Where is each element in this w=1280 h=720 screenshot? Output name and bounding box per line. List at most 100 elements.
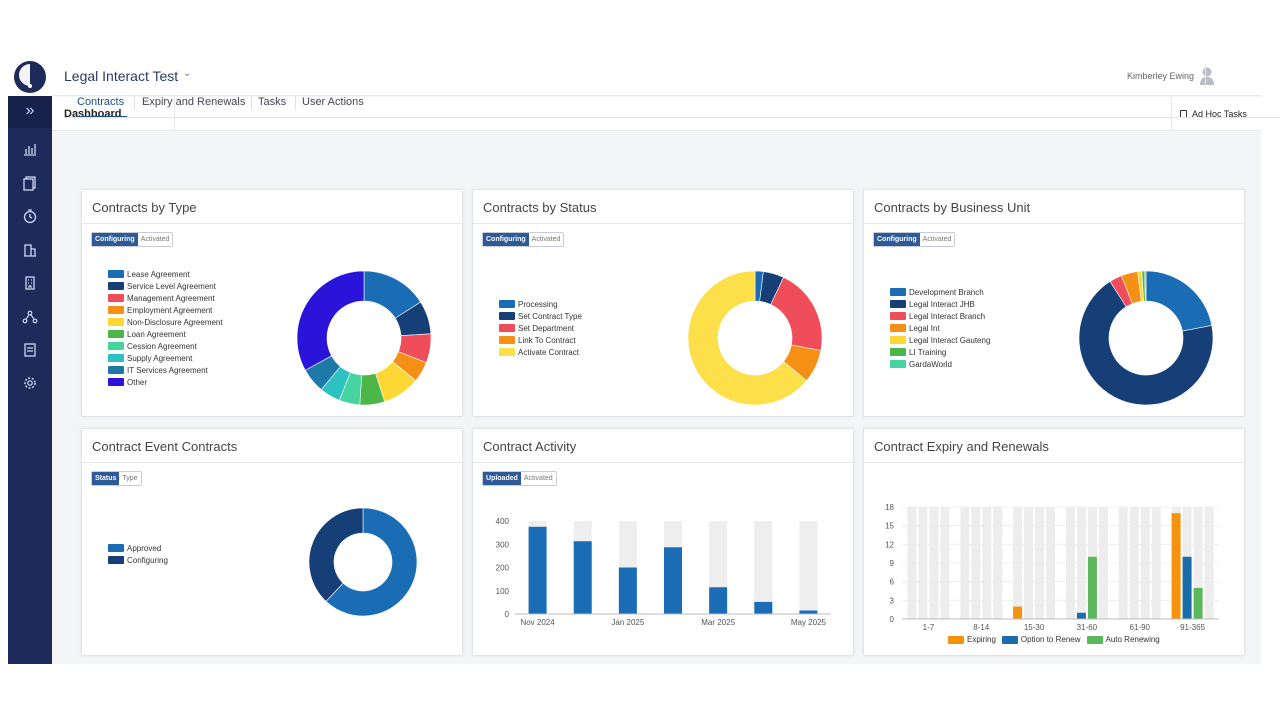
donut-slice-gardaworld[interactable] <box>1144 270 1147 302</box>
legend-item-auto-renewing[interactable]: Auto Renewing <box>1086 635 1160 644</box>
sidebar-expand-button[interactable]: » <box>8 96 52 128</box>
tab-expiry-and-renewals[interactable]: Expiry and Renewals <box>142 96 246 108</box>
legend-item-processing[interactable]: Processing <box>499 298 582 310</box>
legend-item-approved[interactable]: Approved <box>108 542 168 554</box>
clock-icon[interactable] <box>21 207 39 225</box>
bar-background <box>907 507 917 619</box>
legend-item-activate-contract[interactable]: Activate Contract <box>499 346 582 358</box>
legend-item-legal-interact-jhb[interactable]: Legal Interact JHB <box>890 298 990 310</box>
legend-item-set-department[interactable]: Set Department <box>499 322 582 334</box>
bar-nov-2024[interactable] <box>528 526 547 614</box>
legend-item-configuring[interactable]: Configuring <box>108 554 168 566</box>
donut-slice-legal-interact-jhb[interactable] <box>1078 281 1214 406</box>
legend-item-service-level-agreement[interactable]: Service Level Agreement <box>108 280 223 292</box>
card-title: Contracts by Status <box>483 200 597 215</box>
legend-swatch <box>1001 635 1018 644</box>
x-tick-label: Jan 2025 <box>611 618 644 627</box>
legend-item-cession-agreement[interactable]: Cession Agreement <box>108 340 223 352</box>
toggle-configuring[interactable]: Configuring <box>874 233 920 246</box>
legend-item-legal-interact-gauteng[interactable]: Legal Interact Gauteng <box>890 334 990 346</box>
legend-item-non-disclosure-agreement[interactable]: Non-Disclosure Agreement <box>108 316 223 328</box>
legend-swatch <box>108 282 124 290</box>
bar-feb-2025[interactable] <box>664 547 682 614</box>
legend-item-option-to-renew[interactable]: Option to Renew <box>1001 635 1081 644</box>
donut-chart <box>308 507 418 617</box>
donut-slice-approved[interactable] <box>325 507 418 617</box>
bar-mar-2025[interactable] <box>709 587 728 614</box>
legend-item-expiring[interactable]: Expiring <box>948 635 996 644</box>
bar-jan-2025[interactable] <box>618 567 637 615</box>
donut-slice-development-branch[interactable] <box>1145 270 1213 332</box>
legend-swatch <box>890 288 906 296</box>
tab-tasks[interactable]: Tasks <box>258 96 287 108</box>
logo[interactable] <box>8 56 52 96</box>
x-tick-label: May 2025 <box>791 618 827 627</box>
chevron-down-icon[interactable]: ⌄ <box>183 68 192 79</box>
legend-item-other[interactable]: Other <box>108 376 223 388</box>
bar-option-to-renew-91-365[interactable] <box>1182 556 1192 619</box>
legend-item-li-training[interactable]: LI Training <box>890 346 990 358</box>
contract-expiry-renewals-card: Contract Expiry and Renewals 0 3 6 9 12 15 18 1… <box>863 428 1245 656</box>
donut-slice-activate-contract[interactable] <box>687 270 808 406</box>
legend-item-loan-agreement[interactable]: Loan Agreement <box>108 328 223 340</box>
toggle-configuring[interactable]: Configuring <box>483 233 529 246</box>
toggle-type[interactable]: Type <box>122 475 138 482</box>
bar-option-to-renew-31-60[interactable] <box>1076 612 1086 619</box>
logo-icon <box>14 61 46 93</box>
legend-item-lease-agreement[interactable]: Lease Agreement <box>108 268 223 280</box>
bar-background <box>1076 507 1086 619</box>
divider <box>295 96 296 110</box>
avatar[interactable] <box>1199 66 1215 86</box>
toggle-configuring[interactable]: Configuring <box>92 233 138 246</box>
toggle-activated[interactable]: Activated <box>140 236 170 243</box>
legend-label: Approved <box>127 543 162 553</box>
x-tick-label: 61-90 <box>1130 623 1151 632</box>
legend-item-link-to-contract[interactable]: Link To Contract <box>499 334 582 346</box>
legend-item-legal-interact-branch[interactable]: Legal Interact Branch <box>890 310 990 322</box>
legend-label: Activate Contract <box>518 347 579 357</box>
bar-dec-2024[interactable] <box>573 541 592 614</box>
donut-slice-configuring[interactable] <box>308 507 364 602</box>
dashboard-tabs: Contracts Expiry and Renewals Tasks User… <box>64 92 1280 118</box>
bar-may-2025[interactable] <box>799 610 818 614</box>
toggle-activated[interactable]: Activated <box>523 475 553 482</box>
grouped-bar-chart: 0 3 6 9 12 15 18 1-7 8-14 15-30 31-60 61-90 91-365 <box>885 503 1219 632</box>
bar-expiring-91-365[interactable] <box>1171 513 1181 619</box>
chart-legend: Lease Agreement Service Level Agreement Ma… <box>108 268 223 388</box>
donut-slice-other[interactable] <box>296 270 365 371</box>
legend-item-development-branch[interactable]: Development Branch <box>890 286 990 298</box>
tab-contracts[interactable]: Contracts <box>77 92 127 118</box>
legend-item-it-services-agreement[interactable]: IT Services Agreement <box>108 364 223 376</box>
bar-auto-renewing-91-365[interactable] <box>1193 587 1203 619</box>
legend-item-management-agreement[interactable]: Management Agreement <box>108 292 223 304</box>
legend-item-supply-agreement[interactable]: Supply Agreement <box>108 352 223 364</box>
legend-item-gardaworld[interactable]: GardaWorld <box>890 358 990 370</box>
workspace-title[interactable]: Legal Interact Test <box>64 68 179 84</box>
divider <box>473 223 853 224</box>
donut-slice-set-department[interactable] <box>770 276 823 351</box>
y-tick-label: 0 <box>890 615 895 624</box>
bar-apr-2025[interactable] <box>754 601 773 614</box>
list-icon[interactable] <box>21 341 39 359</box>
toggle-uploaded[interactable]: Uploaded <box>483 472 521 485</box>
bar-background <box>1065 507 1075 619</box>
gear-icon[interactable] <box>21 374 39 392</box>
legend-label: Other <box>127 377 148 387</box>
legend-item-set-contract-type[interactable]: Set Contract Type <box>499 310 582 322</box>
chart-legend: Development Branch Legal Interact JHB Lega… <box>890 286 990 370</box>
tab-user-actions[interactable]: User Actions <box>302 96 364 108</box>
bar-expiring-15-30[interactable] <box>1013 606 1023 619</box>
office-icon[interactable] <box>21 274 39 292</box>
legend-item-legal-int[interactable]: Legal Int <box>890 322 990 334</box>
user-name[interactable]: Kimberley Ewing <box>1126 71 1194 81</box>
chart-icon[interactable] <box>21 140 39 158</box>
bar-auto-renewing-31-60[interactable] <box>1087 556 1097 619</box>
documents-icon[interactable] <box>21 174 39 192</box>
toggle-activated[interactable]: Activated <box>922 236 952 243</box>
hierarchy-icon[interactable] <box>21 308 39 326</box>
legend-item-employment-agreement[interactable]: Employment Agreement <box>108 304 223 316</box>
toggle-activated[interactable]: Activated <box>531 236 561 243</box>
building-icon[interactable] <box>21 241 39 259</box>
bar-background <box>929 507 939 619</box>
toggle-status[interactable]: Status <box>92 472 120 485</box>
